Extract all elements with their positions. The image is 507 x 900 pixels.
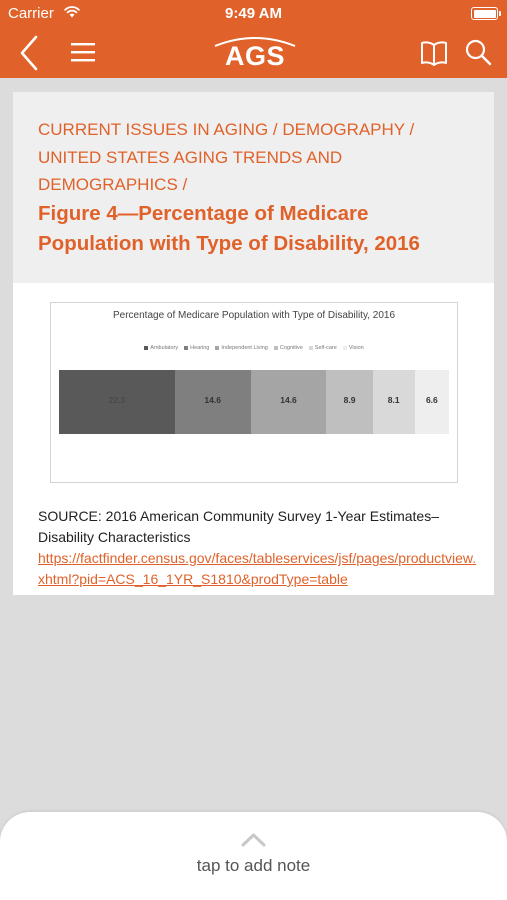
legend-swatch [273,345,278,350]
legend-label: Independent Living [221,345,268,351]
logo-text: AGS [224,41,285,71]
card-header: CURRENT ISSUES IN AGING / DEMOGRAPHY / U… [13,92,494,283]
bar-value-label: 6.6 [425,395,438,405]
logo-arc-icon [214,37,296,47]
source-link[interactable]: https://factfinder.census.gov/faces/tabl… [38,550,477,587]
chart-image[interactable]: Percentage of Medicare Population with T… [50,302,458,483]
battery-icon [471,7,501,20]
search-icon[interactable] [464,38,492,66]
legend-swatch [342,345,347,350]
legend-swatch [308,345,313,350]
bar-segment-self-care: 8.1 [372,370,415,434]
menu-icon[interactable] [70,40,96,64]
legend-label: Hearing [190,345,210,351]
book-icon[interactable] [420,40,448,66]
content-card: CURRENT ISSUES IN AGING / DEMOGRAPHY / U… [13,92,494,595]
status-time: 9:49 AM [225,5,282,22]
bar-segment-independent-living: 14.6 [250,370,327,434]
chart-title: Percentage of Medicare Population with T… [112,310,396,321]
back-chevron-icon[interactable] [14,34,44,72]
wifi-icon [64,6,80,18]
breadcrumb[interactable]: CURRENT ISSUES IN AGING / DEMOGRAPHY / U… [38,120,415,194]
legend-item: Ambulatory [144,345,178,351]
bar-segment-ambulatory: 22.3 [59,370,175,434]
bar-value-label: 8.1 [387,395,400,405]
legend-item: Self-care [308,345,337,351]
bar-value-label: 14.6 [204,395,221,405]
legend-item: Vision [342,345,364,351]
chart-legend: Ambulatory Hearing Independent Living Cogni… [51,345,457,351]
legend-label: Vision [348,345,364,351]
legend-label: Self-care [314,345,337,351]
bar-segment-hearing: 14.6 [174,370,251,434]
legend-item: Cognitive [273,345,303,351]
bar-segment-vision: 6.6 [414,370,449,434]
legend-swatch [184,345,189,350]
status-bar: Carrier 9:49 AM [0,0,507,28]
legend-label: Cognitive [279,345,303,351]
legend-item: Independent Living [215,345,268,351]
top-bar: Carrier 9:49 AM AGS [0,0,507,78]
ags-logo: AGS [207,32,303,74]
bar-value-label: 8.9 [343,395,356,405]
bar-segment-cognitive: 8.9 [326,370,373,434]
legend-item: Hearing [184,345,209,351]
note-panel[interactable]: tap to add note [0,812,507,900]
source-text: SOURCE: 2016 American Community Survey 1… [38,508,439,545]
chevron-up-icon[interactable] [240,832,267,848]
add-note-label[interactable]: tap to add note [196,856,311,875]
figure-title: Figure 4—Percentage of Medicare Populati… [38,202,420,255]
carrier-label: Carrier [8,5,54,22]
bar-value-label: 22.3 [108,395,126,405]
bar-value-label: 14.6 [280,395,297,405]
legend-label: Ambulatory [150,345,179,351]
legend-swatch [144,345,149,350]
legend-swatch [215,345,220,350]
